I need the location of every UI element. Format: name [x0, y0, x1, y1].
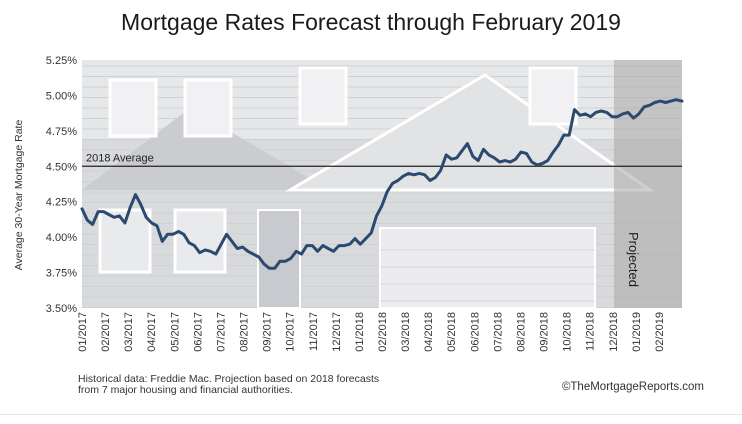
photo-window: [173, 208, 227, 274]
x-tick-label: 09/2018: [539, 312, 551, 352]
y-tick-label: 3.75%: [46, 268, 77, 280]
x-tick-label: 07/2017: [215, 312, 227, 352]
x-tick-label: 10/2018: [562, 312, 574, 352]
x-tick-label: 11/2018: [585, 312, 597, 351]
x-tick-label: 02/2018: [377, 312, 389, 352]
photo-window: [298, 66, 348, 126]
x-tick-label: 02/2019: [654, 312, 666, 352]
x-tick-label: 08/2018: [515, 312, 527, 352]
source-note: Historical data: Freddie Mac. Projection…: [78, 374, 458, 396]
x-tick-label: 05/2017: [169, 312, 181, 352]
x-tick-label: 10/2017: [285, 312, 297, 352]
photo-roof-gable: [284, 73, 655, 192]
y-axis-ticks: 3.50% 3.75% 4.00% 4.25% 4.50% 4.75% 5.00% 5.25%: [46, 55, 77, 315]
x-tick-label: 11/2017: [308, 312, 320, 351]
y-tick-label: 4.75%: [46, 126, 77, 138]
house-photo-background: [82, 60, 682, 309]
x-tick-label: 03/2018: [400, 312, 412, 352]
x-tick-label: 07/2018: [492, 312, 504, 352]
x-tick-label: 04/2018: [423, 312, 435, 352]
photo-window: [528, 66, 578, 126]
y-tick-label: 4.25%: [46, 197, 77, 209]
x-axis-ticks: 01/2017 02/2017 03/2017 04/2017 05/2017 06/20…: [77, 312, 666, 352]
x-tick-label: 02/2017: [100, 312, 112, 352]
photo-window: [108, 78, 158, 138]
x-tick-label: 08/2017: [239, 312, 251, 352]
chart-title: Mortgage Rates Forecast through February…: [121, 9, 621, 35]
x-tick-label: 04/2017: [146, 312, 158, 352]
photo-front-door: [257, 209, 301, 309]
x-tick-label: 09/2017: [262, 312, 274, 352]
credit-text: ©TheMortgageReports.com: [561, 381, 704, 393]
x-tick-label: 05/2018: [446, 312, 458, 352]
x-tick-label: 12/2017: [331, 312, 343, 352]
x-tick-label: 03/2017: [123, 312, 135, 352]
x-tick-label: 01/2018: [354, 312, 366, 352]
photo-garage-door: [379, 227, 596, 309]
x-tick-label: 01/2019: [631, 312, 643, 352]
y-tick-label: 3.50%: [46, 303, 77, 315]
source-note-line-1: Historical data: Freddie Mac. Projection…: [78, 373, 380, 385]
x-tick-label: 01/2017: [77, 312, 89, 352]
y-tick-label: 5.25%: [46, 55, 77, 67]
reference-line-label: 2018 Average: [86, 152, 154, 164]
series-line-mortgage-rate: [80, 98, 684, 270]
x-tick-label: 12/2018: [608, 312, 620, 352]
projected-label: Projected: [626, 232, 641, 287]
source-note-line-2: from 7 major housing and financial autho…: [78, 384, 293, 396]
projection-shaded-region: [613, 60, 682, 308]
bottom-divider: [0, 414, 742, 415]
y-tick-label: 4.50%: [46, 161, 77, 173]
photo-roof-left: [82, 108, 330, 190]
x-tick-label: 06/2017: [192, 312, 204, 352]
photo-window: [183, 78, 233, 138]
y-tick-label: 4.00%: [46, 232, 77, 244]
y-tick-label: 5.00%: [46, 90, 77, 102]
x-tick-label: 06/2018: [469, 312, 481, 352]
